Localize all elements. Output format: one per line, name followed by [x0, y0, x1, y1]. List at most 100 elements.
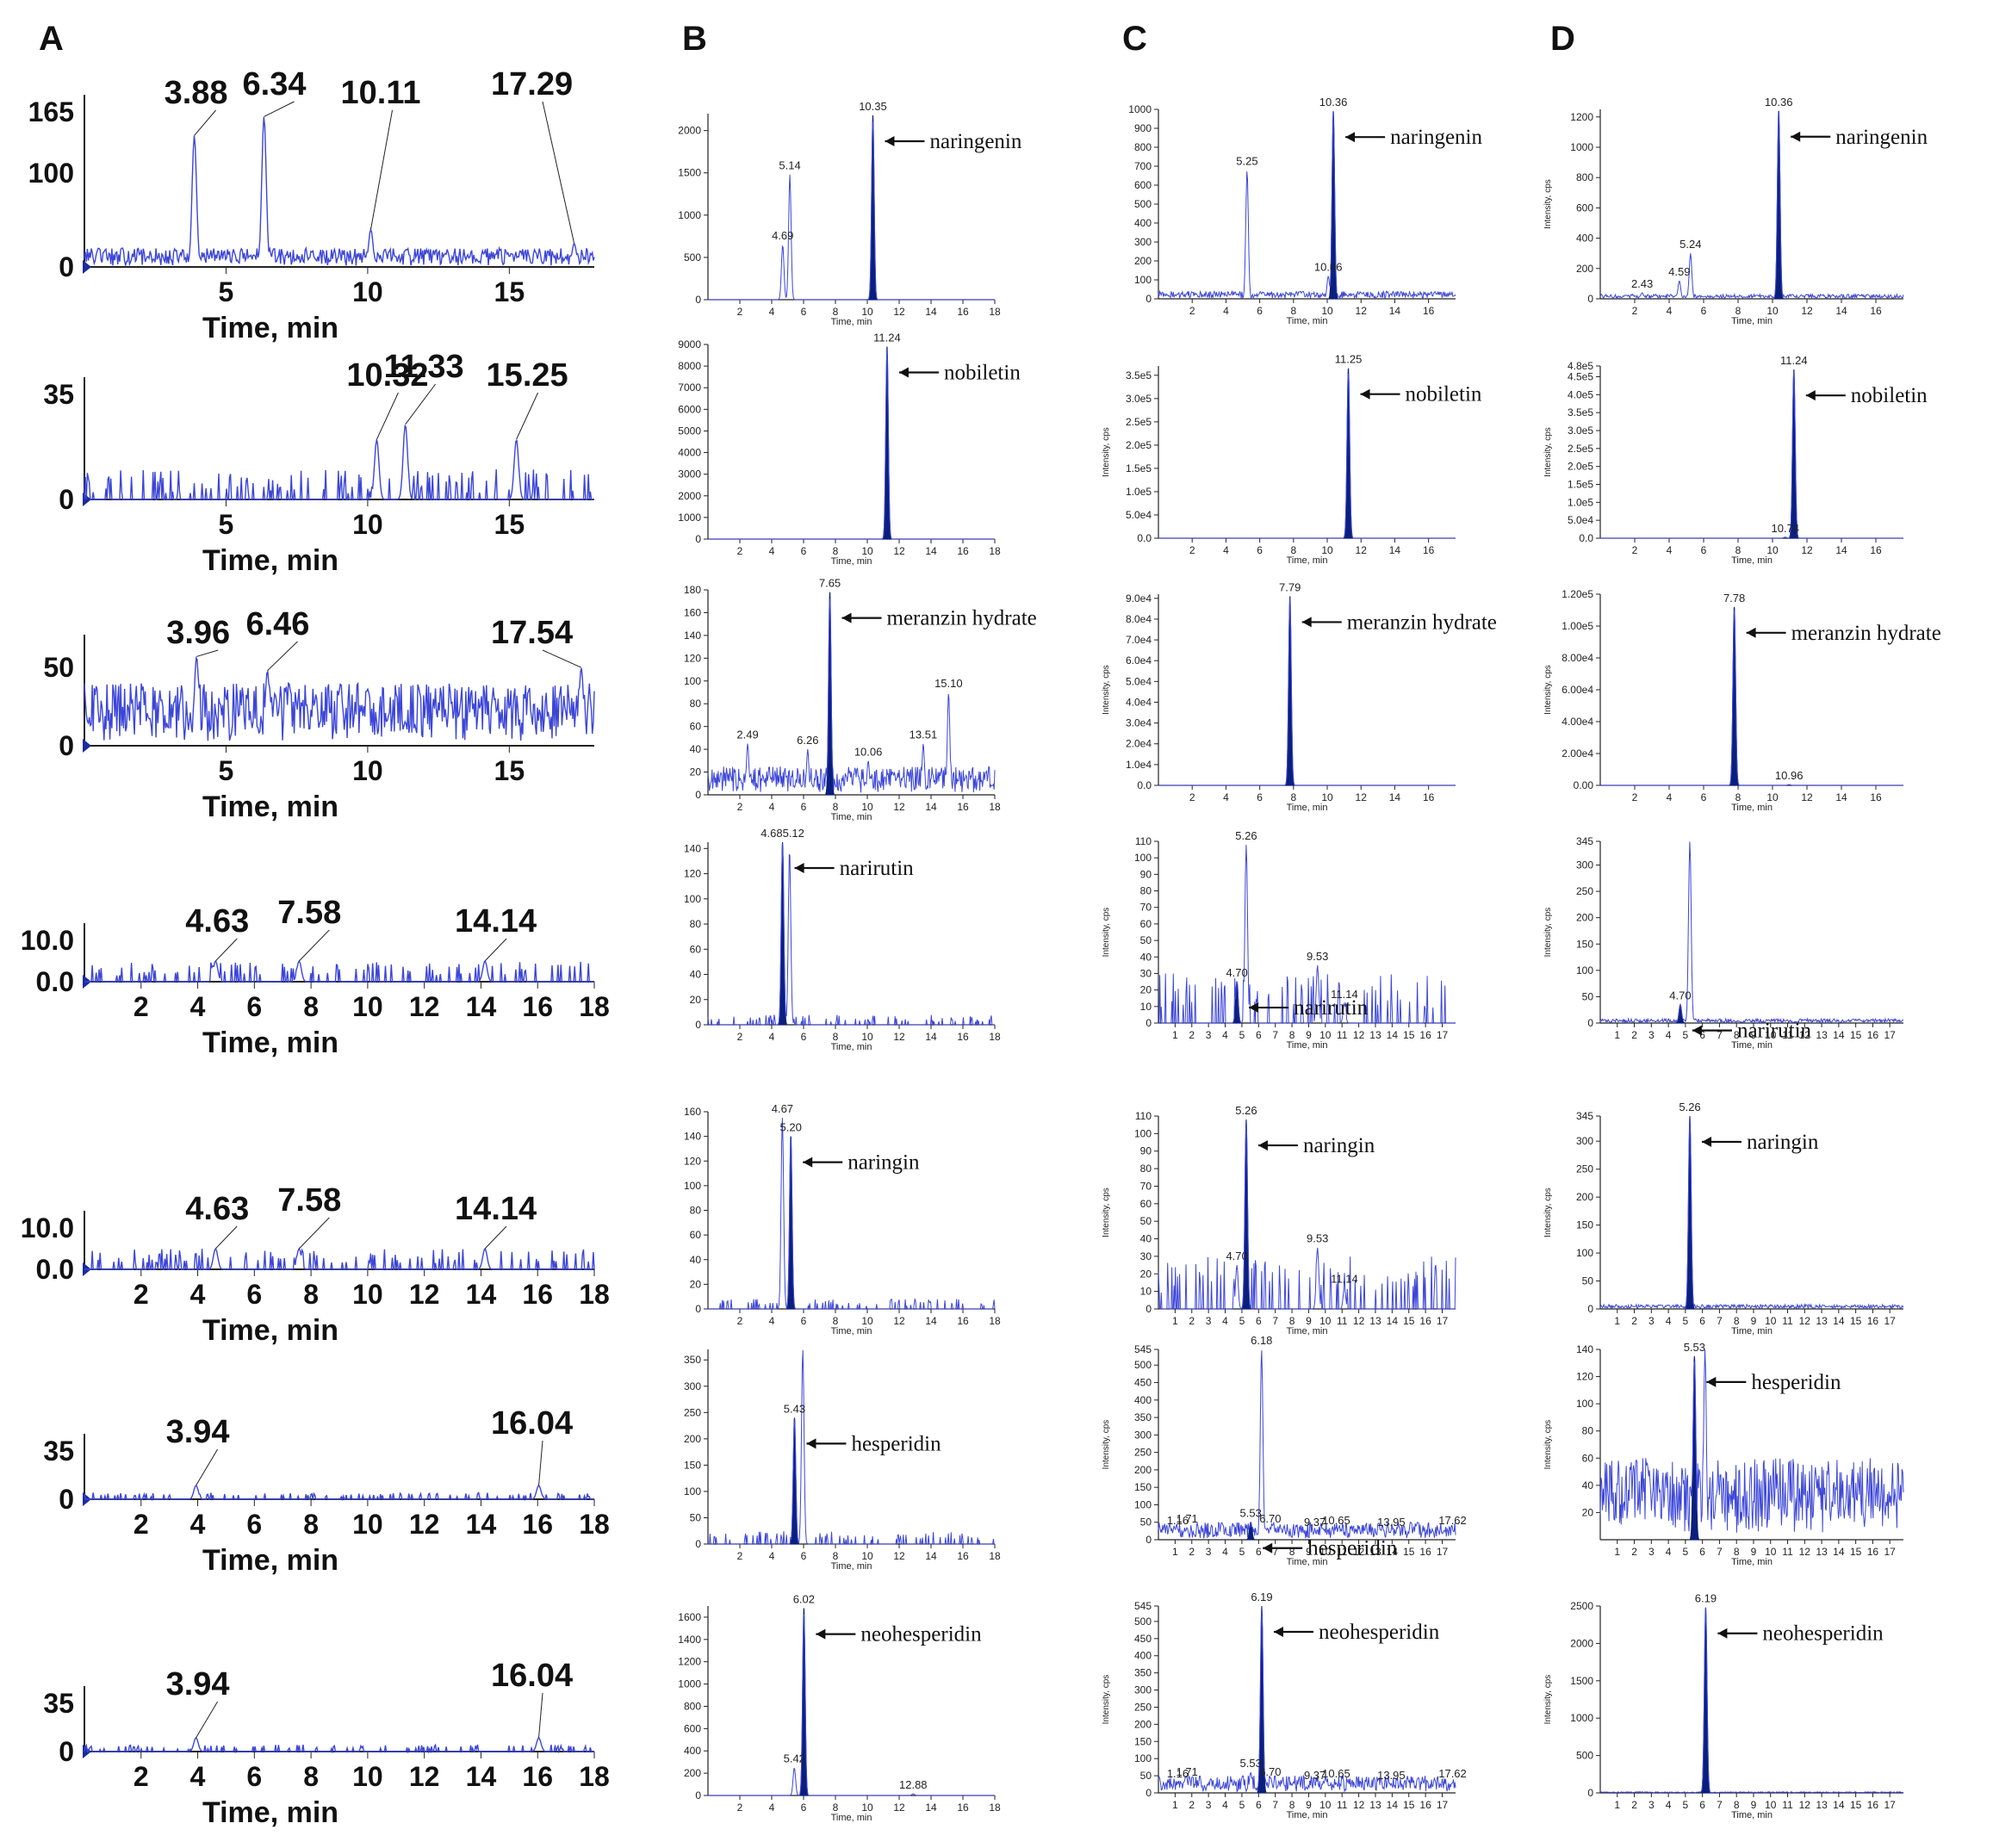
y-tick-label: 35 — [43, 379, 74, 410]
x-tick-label: 15 — [1403, 1799, 1415, 1811]
y-tick-label: 250 — [684, 1406, 701, 1418]
x-tick-label: 14 — [466, 1509, 497, 1540]
axis-origin-marker — [83, 739, 91, 753]
y-tick-label: 300 — [1576, 859, 1593, 871]
x-tick-label: 4 — [1666, 1315, 1672, 1327]
peak-label: 6.34 — [243, 66, 307, 102]
x-tick-label: 14 — [925, 545, 937, 557]
x-tick-label: 12 — [409, 1279, 440, 1310]
x-tick-label: 10 — [1321, 791, 1333, 803]
x-tick-label: 15 — [1850, 1546, 1862, 1558]
x-tick-label: 10 — [352, 1279, 383, 1310]
x-tick-label: 6 — [1257, 305, 1263, 317]
compound-arrow-icon — [806, 1438, 816, 1449]
x-tick-label: 8 — [1735, 544, 1742, 556]
x-tick-label: 16 — [522, 1279, 553, 1310]
y-axis-label: Intensity, cps — [1543, 427, 1553, 477]
x-tick-label: 1 — [1614, 1315, 1620, 1327]
y-tick-label: 60 — [690, 1229, 702, 1241]
compound-label: narirutin — [1294, 996, 1369, 1020]
chromatogram-trace — [84, 959, 594, 983]
y-tick-label: 600 — [684, 1722, 701, 1734]
x-tick-label: 2 — [1189, 305, 1195, 317]
y-tick-label: 200 — [1576, 912, 1593, 924]
x-axis-label: Time, min — [1287, 1326, 1328, 1336]
x-tick-label: 9 — [1751, 1315, 1757, 1327]
y-tick-label: 450 — [1134, 1377, 1152, 1389]
y-tick-label: 40 — [690, 743, 702, 755]
compound-label: nobiletin — [944, 362, 1021, 385]
x-tick-label: 18 — [989, 1315, 1001, 1327]
x-tick-label: 8 — [1290, 305, 1296, 317]
x-tick-label: 4 — [769, 1550, 775, 1562]
y-tick-label: 3.5e5 — [1126, 369, 1152, 381]
y-tick-label: 300 — [1134, 236, 1152, 248]
x-tick-label: 12 — [1799, 1315, 1811, 1327]
x-tick-label: 16 — [957, 1801, 969, 1814]
y-tick-label: 0 — [59, 730, 74, 761]
x-tick-label: 6 — [1699, 1799, 1705, 1811]
peak-label-leader — [214, 938, 238, 962]
x-tick-label: 3 — [1648, 1315, 1655, 1327]
x-tick-label: 6 — [1699, 1546, 1705, 1558]
compound-arrow-icon — [1706, 1376, 1717, 1387]
y-tick-label: 200 — [684, 1433, 701, 1445]
x-tick-label: 14 — [1833, 1315, 1845, 1327]
compound-label: meranzin hydrate — [887, 607, 1037, 630]
panel-letter-b: B — [682, 20, 707, 58]
peak-label: 13.51 — [910, 729, 938, 741]
y-tick-label: 150 — [1576, 1219, 1593, 1231]
y-tick-label: 0.0 — [36, 966, 74, 997]
y-tick-label: 70 — [1140, 902, 1152, 914]
peak-label-leader — [298, 929, 330, 962]
peak-label-leader — [516, 392, 539, 440]
x-tick-label: 5 — [1683, 1546, 1689, 1558]
x-tick-label: 2 — [133, 1509, 149, 1540]
y-tick-label: 100 — [1576, 1398, 1593, 1410]
y-tick-label: 0 — [59, 484, 74, 515]
x-tick-label: 6 — [1256, 1546, 1262, 1558]
peak-label: 5.20 — [780, 1121, 802, 1134]
x-tick-label: 6 — [1699, 1029, 1705, 1041]
y-tick-label: 2000 — [1570, 1637, 1593, 1649]
y-axis-label: Intensity, cps — [1102, 1675, 1111, 1725]
x-tick-label: 14 — [1387, 1029, 1399, 1041]
x-tick-label: 5 — [219, 276, 234, 307]
chromatogram-trace — [708, 1349, 995, 1545]
y-tick-label: 2.0e5 — [1126, 439, 1152, 451]
x-tick-label: 10 — [352, 509, 383, 540]
y-tick-label: 3000 — [678, 468, 701, 481]
y-tick-label: 345 — [1576, 1110, 1593, 1122]
x-tick-label: 15 — [1850, 1315, 1862, 1327]
x-tick-label: 9 — [1751, 1799, 1757, 1811]
x-tick-label: 2 — [737, 1801, 743, 1814]
x-tick-label: 10 — [861, 1801, 873, 1814]
x-tick-label: 17 — [1884, 1315, 1897, 1327]
compound-arrow-icon — [841, 612, 852, 623]
x-tick-label: 1 — [1172, 1799, 1178, 1811]
chromatogram-c-3: 9.0e4 8.0e4 7.0e4 6.0e4 5.0e4 4.0e4 3.0e4 2.0e4… — [1102, 580, 1497, 813]
x-tick-label: 12 — [893, 1315, 905, 1327]
x-tick-label: 2 — [737, 1315, 743, 1327]
x-tick-label: 18 — [579, 1761, 610, 1792]
y-tick-label: 50 — [43, 652, 74, 683]
y-tick-label: 8.00e4 — [1561, 652, 1593, 664]
compound-arrow-icon — [803, 1157, 813, 1168]
x-tick-label: 10 — [1766, 791, 1779, 803]
peak-label: 6.18 — [1251, 1334, 1272, 1347]
x-axis-label: Time, min — [1287, 803, 1328, 813]
x-tick-label: 6 — [1257, 791, 1263, 803]
x-tick-label: 12 — [1356, 305, 1368, 317]
y-tick-label: 500 — [1134, 198, 1152, 210]
peak-label: 15.10 — [934, 677, 963, 690]
y-tick-label: 20 — [690, 994, 702, 1006]
x-tick-label: 8 — [833, 801, 839, 813]
y-tick-label: 0 — [1146, 1303, 1152, 1315]
x-tick-label: 17 — [1437, 1315, 1449, 1327]
x-tick-label: 15 — [1403, 1315, 1415, 1327]
x-tick-label: 12 — [1353, 1315, 1365, 1327]
y-tick-label: 80 — [1140, 1163, 1152, 1175]
compound-label: nobiletin — [1406, 383, 1482, 406]
